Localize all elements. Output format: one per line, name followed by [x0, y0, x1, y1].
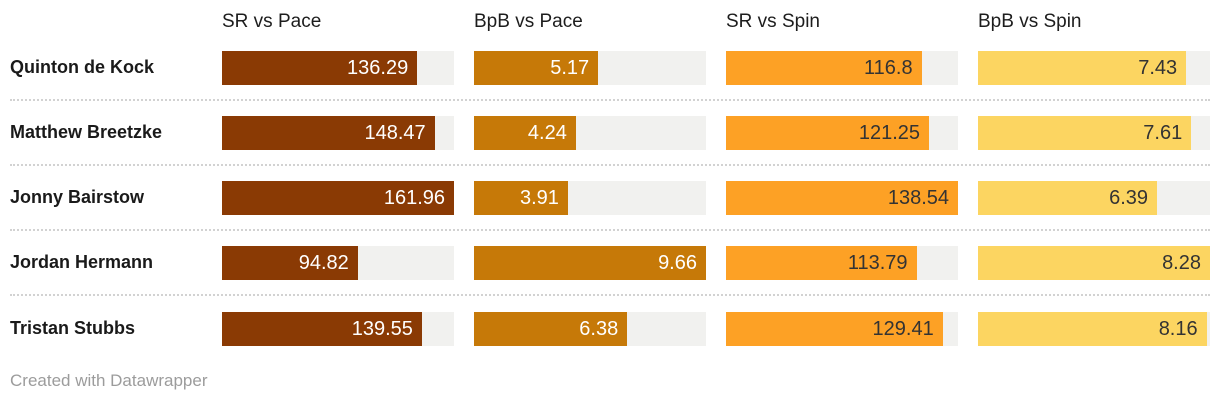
bar-cell: 138.54: [726, 180, 958, 215]
player-name: Quinton de Kock: [10, 57, 154, 77]
bar-cell: 129.41: [726, 311, 958, 346]
bar-track: 116.8: [726, 50, 958, 85]
bar-value-label: 94.82: [298, 251, 349, 274]
bar-cell: 7.61: [978, 115, 1210, 150]
bar-value-label: 8.28: [1162, 251, 1201, 274]
bar-cell: 116.8: [726, 50, 958, 85]
bar-value-label: 6.38: [579, 317, 619, 340]
value-bar: 9.66: [474, 245, 706, 280]
bar-track: 3.91: [474, 180, 706, 215]
bar-cell: 121.25: [726, 115, 958, 150]
value-bar: 6.39: [978, 180, 1158, 215]
attribution-text: Created with Datawrapper: [10, 371, 208, 390]
table-body: Quinton de Kock 136.29 5.17 116.8 7.43: [10, 36, 1210, 361]
column-header-bpb-vs-spin: BpB vs Spin: [978, 11, 1082, 32]
value-bar: 116.8: [726, 50, 922, 85]
bar-value-label: 9.66: [658, 251, 697, 274]
value-bar: 94.82: [222, 245, 358, 280]
bar-track: 139.55: [222, 311, 454, 346]
bar-value-label: 138.54: [887, 186, 949, 209]
value-bar: 136.29: [222, 50, 418, 85]
value-bar: 148.47: [222, 115, 435, 150]
bar-track: 136.29: [222, 50, 454, 85]
bar-value-label: 3.91: [519, 186, 559, 209]
bar-value-label: 136.29: [347, 56, 409, 79]
value-bar: 3.91: [474, 180, 568, 215]
value-bar: 8.16: [978, 311, 1207, 346]
bar-value-label: 113.79: [847, 251, 908, 274]
bar-track: 148.47: [222, 115, 454, 150]
value-bar: 4.24: [474, 115, 576, 150]
bar-track: 121.25: [726, 115, 958, 150]
bar-value-label: 116.8: [864, 56, 913, 79]
player-name: Jordan Hermann: [10, 252, 154, 272]
column-header-row: SR vs Pace BpB vs Pace SR vs Spin BpB vs…: [10, 0, 1210, 36]
bar-cell: 5.17: [474, 50, 706, 85]
column-header-sr-vs-spin: SR vs Spin: [726, 11, 820, 32]
table-row: Jordan Hermann 94.82 9.66 113.79 8.28: [10, 231, 1210, 296]
table-row: Quinton de Kock 136.29 5.17 116.8 7.43: [10, 36, 1210, 101]
bar-track: 6.38: [474, 311, 706, 346]
bar-track: 94.82: [222, 245, 454, 280]
value-bar: 139.55: [222, 311, 422, 346]
bar-track: 8.16: [978, 311, 1210, 346]
bar-cell: 4.24: [474, 115, 706, 150]
column-header-sr-vs-pace: SR vs Pace: [222, 11, 322, 32]
value-bar: 6.38: [474, 311, 628, 346]
value-bar: 138.54: [726, 180, 958, 215]
bar-track: 4.24: [474, 115, 706, 150]
value-bar: 129.41: [726, 311, 943, 346]
bar-value-label: 7.43: [1138, 56, 1178, 79]
bar-value-label: 121.25: [858, 121, 921, 144]
bar-cell: 7.43: [978, 50, 1210, 85]
player-name: Tristan Stubbs: [10, 318, 136, 338]
value-bar: 161.96: [222, 180, 454, 215]
bar-value-label: 4.24: [527, 121, 567, 144]
bar-cell: 8.16: [978, 311, 1210, 346]
bar-cell: 113.79: [726, 245, 958, 280]
bar-cell: 139.55: [222, 311, 454, 346]
bar-value-label: 6.39: [1109, 186, 1149, 209]
bar-track: 5.17: [474, 50, 706, 85]
bar-cell: 94.82: [222, 245, 454, 280]
bar-value-label: 7.61: [1143, 121, 1183, 144]
bar-value-label: 139.55: [351, 317, 413, 340]
bar-cell: 6.38: [474, 311, 706, 346]
column-header-bpb-vs-pace: BpB vs Pace: [474, 11, 583, 32]
bar-value-label: 161.96: [383, 186, 445, 209]
table-row: Jonny Bairstow 161.96 3.91 138.54 6.39: [10, 166, 1210, 231]
bar-value-label: 129.41: [872, 317, 934, 340]
bar-track: 129.41: [726, 311, 958, 346]
bar-track: 9.66: [474, 245, 706, 280]
value-bar: 5.17: [474, 50, 599, 85]
value-bar: 113.79: [726, 245, 917, 280]
bar-track: 8.28: [978, 245, 1210, 280]
bar-value-label: 5.17: [550, 56, 590, 79]
bar-cell: 8.28: [978, 245, 1210, 280]
value-bar: 121.25: [726, 115, 930, 150]
bar-cell: 136.29: [222, 50, 454, 85]
bar-value-label: 8.16: [1158, 317, 1198, 340]
bar-track: 161.96: [222, 180, 454, 215]
bar-track: 6.39: [978, 180, 1210, 215]
bar-track: 113.79: [726, 245, 958, 280]
bar-track: 7.43: [978, 50, 1210, 85]
bar-cell: 6.39: [978, 180, 1210, 215]
bar-cell: 9.66: [474, 245, 706, 280]
player-name: Matthew Breetzke: [10, 122, 163, 142]
bar-cell: 3.91: [474, 180, 706, 215]
table-row: Matthew Breetzke 148.47 4.24 121.25 7.61: [10, 101, 1210, 166]
bar-table: SR vs Pace BpB vs Pace SR vs Spin BpB vs…: [10, 0, 1210, 361]
value-bar: 7.61: [978, 115, 1192, 150]
bar-value-label: 148.47: [364, 121, 426, 144]
bar-cell: 161.96: [222, 180, 454, 215]
bar-track: 138.54: [726, 180, 958, 215]
table-row: Tristan Stubbs 139.55 6.38 129.41 8.16: [10, 296, 1210, 361]
player-name: Jonny Bairstow: [10, 187, 145, 207]
bar-track: 7.61: [978, 115, 1210, 150]
bar-cell: 148.47: [222, 115, 454, 150]
value-bar: 7.43: [978, 50, 1187, 85]
value-bar: 8.28: [978, 245, 1210, 280]
